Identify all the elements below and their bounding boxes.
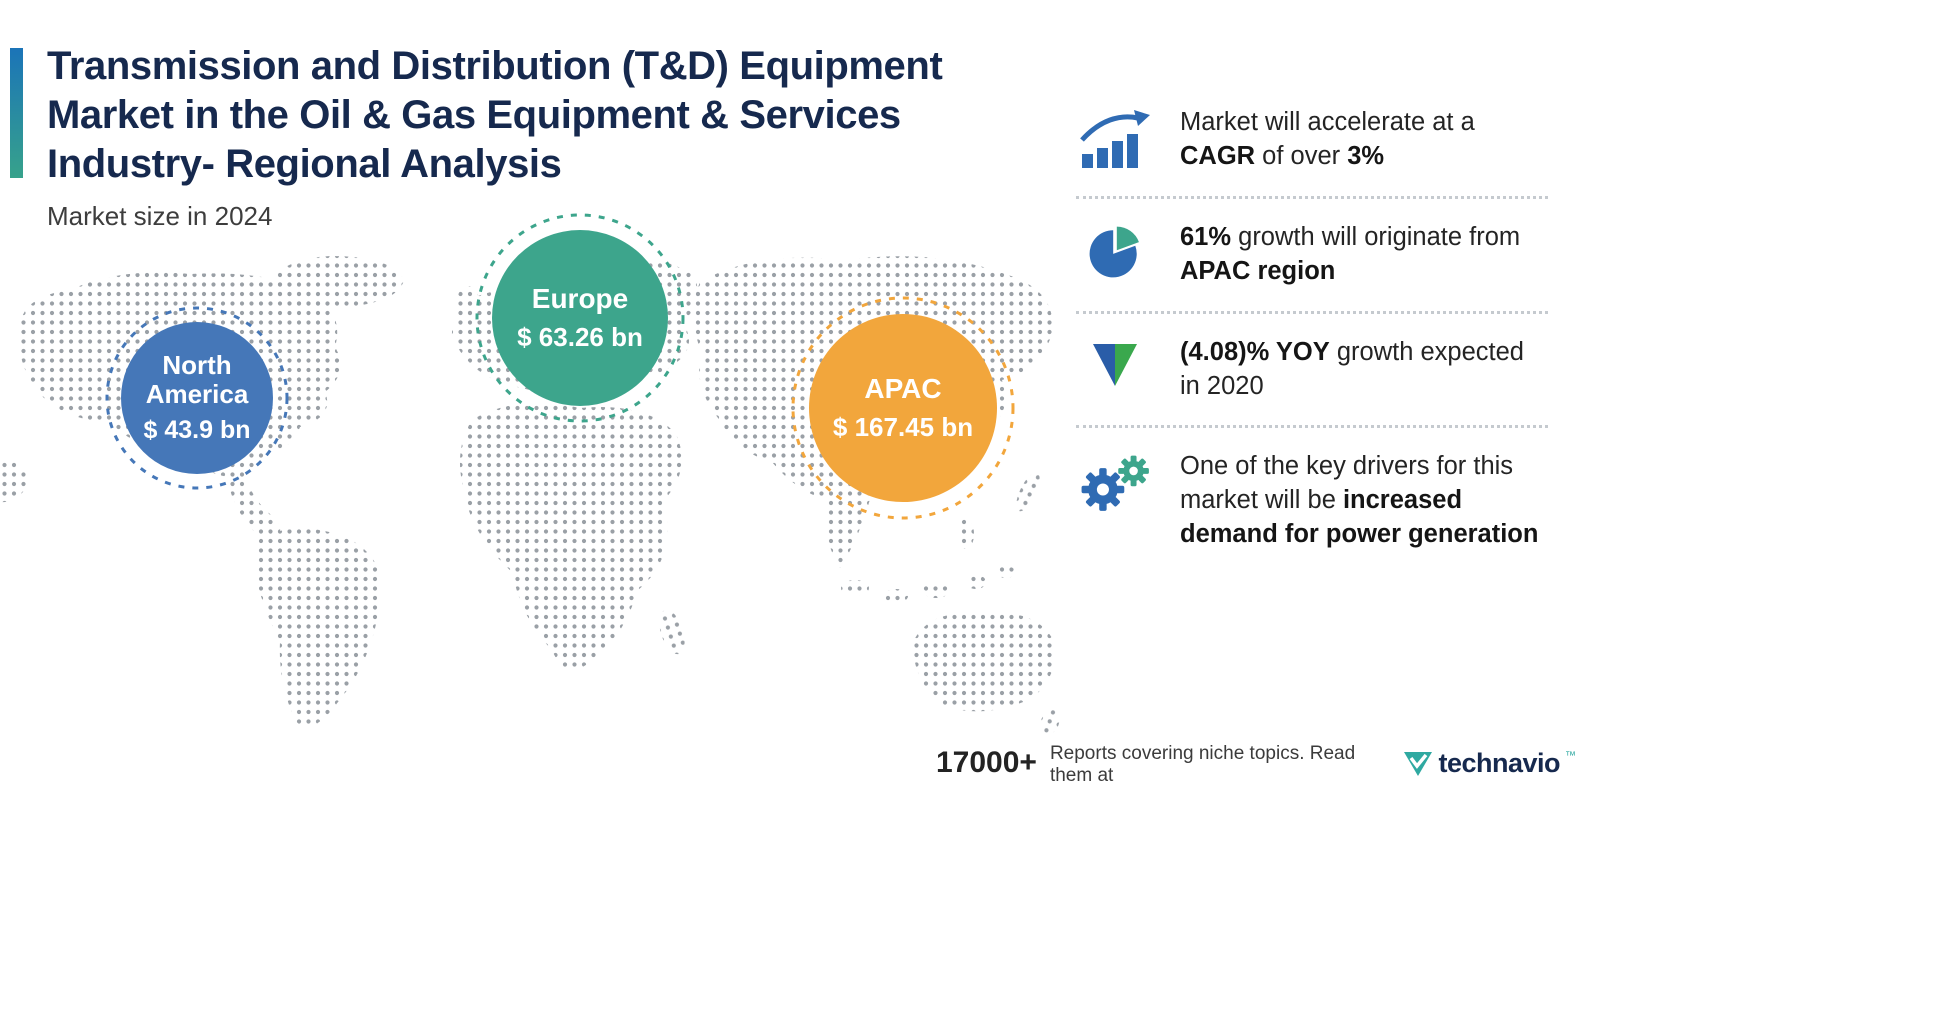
dotted-divider [1076,195,1548,199]
bar-chart-growth-icon [1076,106,1154,170]
bubble-north-america: North America $ 43.9 bn [104,305,290,491]
down-arrow-icon [1076,336,1154,390]
footer: 17000+ Reports covering niche topics. Re… [936,738,1576,787]
fact-text: (4.08)% YOY growth expected in 2020 [1180,337,1524,400]
bubble-value: $ 43.9 bn [143,416,251,445]
title-line-3: Industry- Regional Analysis [47,141,562,186]
fact-yoy: (4.08)% YOY growth expected in 2020 [1076,314,1548,426]
bubble-disc: Europe $ 63.26 bn [492,230,668,406]
fact-text: 61% growth will originate from APAC regi… [1180,222,1521,285]
subtitle-market-size: Market size in 2024 [47,201,273,231]
bubble-region-label: APAC [864,373,942,405]
bubble-disc: North America $ 43.9 bn [121,322,273,474]
pie-chart-icon [1076,221,1154,281]
bubble-disc: APAC $ 167.45 bn [809,314,997,502]
bubble-region-label: North America [145,349,249,409]
fact-cagr: Market will accelerate at a CAGR of over… [1076,84,1548,196]
fact-key-driver: One of the key drivers for this market w… [1076,428,1548,574]
dotted-divider [1076,310,1548,314]
footer-tagline: Reports covering niche topics. Read them… [1049,743,1356,786]
bubble-europe: Europe $ 63.26 bn [474,212,686,424]
bubble-region-label: Europe [531,283,629,315]
brand-name: technavio [1438,748,1560,778]
key-facts-panel: Market will accelerate at a CAGR of over… [1076,84,1548,574]
dotted-divider [1076,425,1548,429]
bubble-apac: APAC $ 167.45 bn [790,295,1016,521]
technavio-logo-mark-icon [1404,751,1433,776]
page-title: Transmission and Distribution (T&D) Equi… [47,42,1007,188]
bubble-dashed-ring [105,306,289,490]
title-accent-bar [10,48,23,178]
bubble-value: $ 167.45 bn [832,411,974,442]
gears-icon [1076,450,1154,514]
bubble-value: $ 63.26 bn [517,321,643,352]
title-line-1: Transmission and Distribution (T&D) Equi… [47,44,943,88]
fact-text: Market will accelerate at a CAGR of over… [1180,108,1475,170]
title-line-2: Market in the Oil & Gas Equipment & Serv… [47,92,901,137]
fact-apac-growth: 61% growth will originate from APAC regi… [1076,199,1548,311]
technavio-logo: technavio ™ [1403,746,1576,779]
bubble-dashed-ring [791,296,1015,520]
reports-count: 17000+ [936,745,1037,779]
bubble-dashed-ring [475,213,685,423]
fact-text: One of the key drivers for this market w… [1180,452,1539,549]
trademark-symbol: ™ [1565,750,1576,762]
